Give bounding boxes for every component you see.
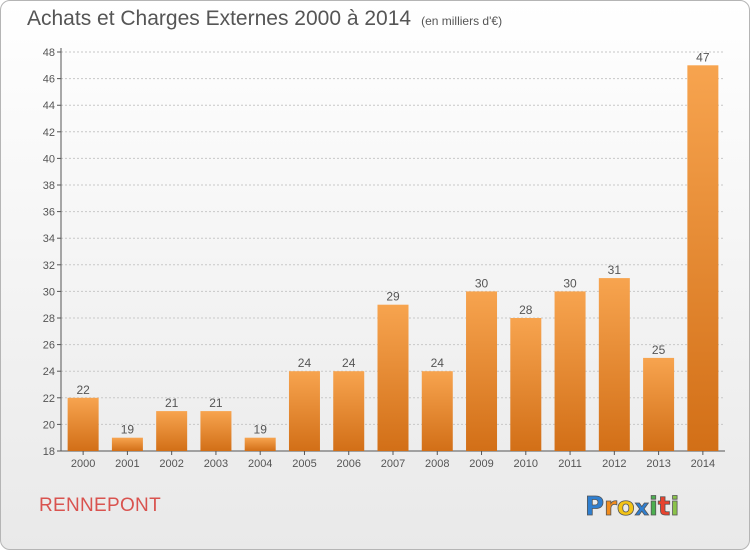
svg-text:Proxiti: Proxiti (585, 492, 679, 522)
y-tick-label: 28 (43, 313, 55, 325)
x-tick-label: 2003 (204, 458, 228, 470)
y-tick-label: 34 (43, 233, 55, 245)
y-tick-label: 44 (43, 100, 55, 112)
bar-2004 (244, 437, 276, 451)
data-label: 25 (652, 343, 666, 357)
bar-2007 (377, 304, 409, 451)
data-label: 31 (608, 263, 622, 277)
x-tick-label: 2008 (425, 458, 449, 470)
bar-2001 (111, 437, 143, 451)
data-label: 28 (519, 303, 533, 317)
x-tick-label: 2006 (336, 458, 360, 470)
x-tick-label: 2013 (646, 458, 670, 470)
bar-2012 (598, 278, 630, 451)
labels: 18 20 22 24 26 28 30 32 34 36 38 40 42 44 46 48 2000 22 20… (43, 47, 715, 470)
chart-subtitle: (en milliers d'€) (421, 14, 503, 28)
y-tick-label: 38 (43, 180, 55, 192)
x-tick-label: 2012 (602, 458, 626, 470)
x-tick-label: 2009 (469, 458, 493, 470)
data-label: 24 (342, 356, 356, 370)
data-label: 47 (696, 50, 710, 64)
bar-2010 (510, 318, 542, 451)
y-tick-label: 26 (43, 340, 55, 352)
y-tick-label: 48 (43, 47, 55, 59)
y-tick-label: 42 (43, 127, 55, 139)
x-tick-label: 2002 (159, 458, 183, 470)
y-tick-label: 46 (43, 74, 55, 86)
x-tick-label: 2007 (381, 458, 405, 470)
x-tick-label: 2001 (115, 458, 139, 470)
bar-2013 (643, 357, 675, 451)
bar-2008 (421, 371, 453, 451)
bar-2011 (554, 291, 586, 451)
y-tick-label: 36 (43, 207, 55, 219)
data-label: 19 (121, 423, 135, 437)
data-label: 30 (563, 276, 577, 290)
x-tick-label: 2004 (248, 458, 272, 470)
x-tick-label: 2010 (514, 458, 538, 470)
data-label: 21 (209, 396, 223, 410)
proxiti-logo: Proxiti (585, 492, 680, 523)
bar-2002 (156, 411, 188, 451)
y-tick-label: 32 (43, 260, 55, 272)
data-label: 19 (254, 423, 268, 437)
y-tick-label: 22 (43, 393, 55, 405)
data-label: 21 (165, 396, 179, 410)
bar-2003 (200, 411, 232, 451)
bars (67, 65, 719, 452)
bar-2009 (466, 291, 498, 451)
chart-title: Achats et Charges Externes 2000 à 2014 (e… (27, 7, 502, 31)
x-tick-label: 2011 (558, 458, 582, 470)
y-tick-label: 40 (43, 153, 55, 165)
data-label: 29 (386, 290, 400, 304)
y-tick-label: 30 (43, 286, 55, 298)
x-tick-label: 2000 (71, 458, 95, 470)
bar-2014 (687, 65, 719, 452)
data-label: 22 (76, 383, 90, 397)
bar-2000 (67, 397, 99, 451)
bar-2006 (333, 371, 365, 451)
data-label: 24 (431, 356, 445, 370)
chart-title-text: Achats et Charges Externes 2000 à 2014 (27, 7, 412, 30)
y-tick-label: 18 (43, 446, 55, 458)
town-name: RENNEPONT (39, 495, 161, 516)
bar-2005 (288, 371, 320, 451)
y-tick-label: 24 (43, 366, 55, 378)
x-tick-label: 2014 (691, 458, 715, 470)
y-tick-label: 20 (43, 419, 55, 431)
data-label: 30 (475, 276, 489, 290)
x-tick-label: 2005 (292, 458, 316, 470)
data-label: 24 (298, 356, 312, 370)
